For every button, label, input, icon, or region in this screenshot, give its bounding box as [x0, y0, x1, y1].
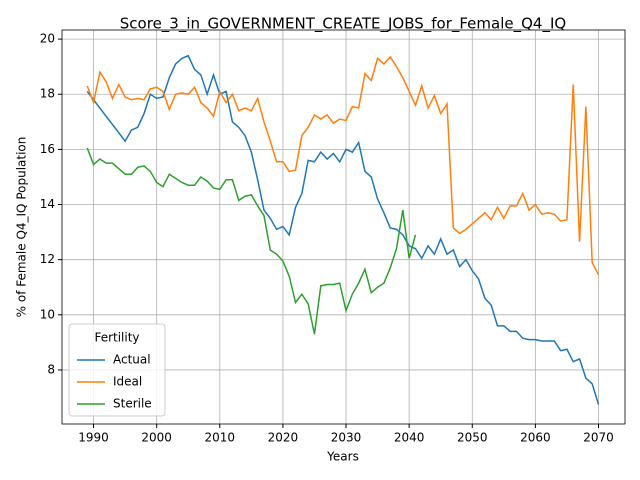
- plot-frame: [61, 29, 626, 425]
- y-axis-label: % of Female Q4_IQ Population: [15, 137, 29, 318]
- y-tick-label: 14: [40, 197, 55, 211]
- x-tick-label: 1990: [78, 431, 109, 445]
- y-tick-label: 16: [40, 142, 55, 156]
- x-tick-label: 2020: [268, 431, 299, 445]
- x-tick-label: 2000: [141, 431, 172, 445]
- y-tick-label: 8: [47, 362, 55, 376]
- x-tick-label: 2070: [583, 431, 614, 445]
- legend-label: Actual: [113, 353, 151, 367]
- x-tick-label: 2010: [205, 431, 236, 445]
- y-tick-label: 20: [40, 32, 55, 46]
- chart-title: Score_3_in_GOVERNMENT_CREATE_JOBS_for_Fe…: [120, 15, 566, 34]
- x-axis-label: Years: [326, 450, 359, 464]
- x-tick-label: 2040: [394, 431, 425, 445]
- legend-label: Sterile: [113, 397, 152, 411]
- y-tick-label: 10: [40, 307, 55, 321]
- y-tick-label: 12: [40, 252, 55, 266]
- line-series: [86, 54, 600, 405]
- x-tick-label: 2030: [331, 431, 362, 445]
- legend-box: [68, 323, 166, 417]
- legend-label: Ideal: [113, 375, 142, 389]
- y-tick-label: 18: [40, 87, 55, 101]
- line-series: [86, 147, 417, 335]
- legend-title: Fertility: [94, 331, 139, 345]
- x-tick-label: 2060: [520, 431, 551, 445]
- line-series: [86, 55, 600, 276]
- x-tick-label: 2050: [457, 431, 488, 445]
